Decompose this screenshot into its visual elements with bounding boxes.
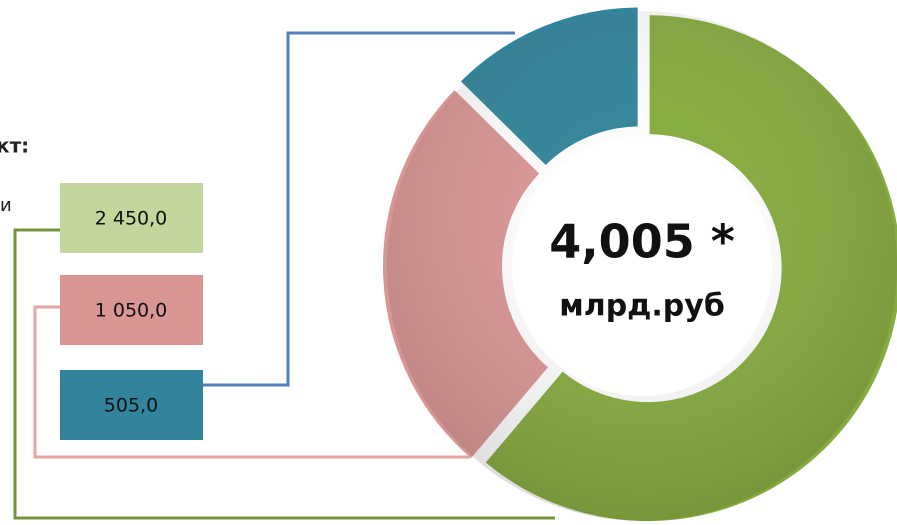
center-total: 4,005 * [549, 215, 735, 269]
connector-line [33, 305, 470, 459]
value-box [60, 183, 203, 253]
connector-line [203, 31, 515, 387]
value-box [60, 370, 203, 440]
annotation: кт: [0, 134, 29, 158]
value-label: 505,0 [104, 395, 158, 417]
value-box [60, 275, 203, 345]
center-unit: млрд.руб [559, 289, 725, 324]
donut-hole [512, 136, 772, 396]
value-label: 2 450,0 [95, 208, 168, 230]
annotation: и [0, 195, 12, 216]
connector-line [13, 228, 555, 520]
value-label: 1 050,0 [95, 300, 168, 322]
